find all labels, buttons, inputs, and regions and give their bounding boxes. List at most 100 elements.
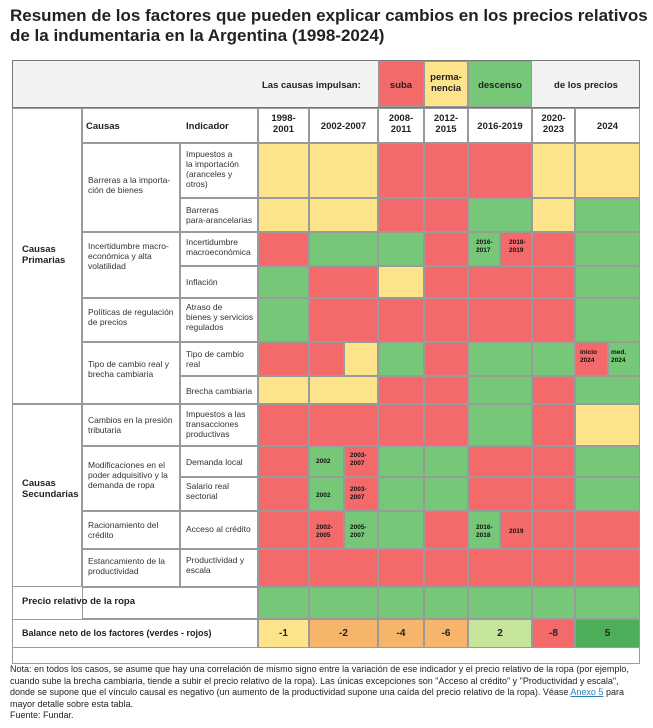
status-cell xyxy=(378,198,424,232)
status-cell xyxy=(258,376,309,404)
status-cell xyxy=(424,511,468,549)
status-cell xyxy=(532,342,575,376)
cause-cell xyxy=(82,404,180,446)
indicator-label: Barreras para-arancelarias xyxy=(186,205,253,225)
cause-cell xyxy=(82,232,180,298)
balance-value: -4 xyxy=(396,628,406,639)
status-cell xyxy=(309,446,344,477)
subperiod-label: 2002 xyxy=(316,492,331,499)
subperiod-label: 2002 xyxy=(316,458,331,465)
subperiod-label: 2016- 2018 xyxy=(476,524,493,539)
period-header-cell xyxy=(309,108,378,143)
cause-cell xyxy=(82,549,180,587)
status-cell xyxy=(532,404,575,446)
status-cell xyxy=(468,342,532,376)
indicator-cell xyxy=(180,446,258,477)
status-cell xyxy=(258,232,309,266)
status-cell xyxy=(575,232,640,266)
status-cell xyxy=(468,266,532,298)
relative-price-label: Precio relativo de la ropa xyxy=(22,596,135,607)
status-cell xyxy=(468,298,532,342)
period-header-cell xyxy=(378,108,424,143)
status-cell xyxy=(378,376,424,404)
status-cell xyxy=(468,549,532,587)
indicator-label: Incertidumbre macroeconómica xyxy=(186,237,251,257)
status-cell xyxy=(309,143,378,198)
balance-cell xyxy=(258,619,309,648)
indicator-header: Indicador xyxy=(186,121,229,132)
period-header-cell xyxy=(424,108,468,143)
status-cell xyxy=(575,446,640,477)
causes-header: Causas xyxy=(86,121,120,132)
status-cell xyxy=(500,232,532,266)
subperiod-label: 2003- 2007 xyxy=(350,452,367,467)
legend-up xyxy=(378,61,424,107)
subperiod-label: 2018- 2019 xyxy=(509,239,526,254)
indicator-label: Salario real sectorial xyxy=(186,481,229,501)
status-cell xyxy=(575,477,640,511)
group-primary: Causas Primarias xyxy=(22,244,66,266)
status-cell xyxy=(309,549,378,587)
balance-cell xyxy=(424,619,468,648)
status-cell xyxy=(575,298,640,342)
status-cell xyxy=(424,342,468,376)
cause-cell xyxy=(82,143,180,232)
status-cell xyxy=(258,549,309,587)
status-cell xyxy=(258,342,309,376)
cause-label: Incertidumbre macro- económica y alta vo… xyxy=(88,241,169,271)
indicator-cell xyxy=(180,511,258,549)
relative-price-cell xyxy=(82,587,258,619)
legend-outro: de los precios xyxy=(554,80,618,91)
status-cell xyxy=(575,404,640,446)
status-cell xyxy=(258,477,309,511)
cause-label: Cambios en la presión tributaria xyxy=(88,415,173,435)
status-cell xyxy=(424,298,468,342)
indicator-label: Atraso de bienes y servicios regulados xyxy=(186,302,254,332)
note-text: Nota: en todos los casos, se asume que h… xyxy=(10,664,629,697)
status-cell xyxy=(424,404,468,446)
period-header: 2002-2007 xyxy=(320,121,367,132)
legend-down xyxy=(468,61,532,107)
status-cell xyxy=(424,446,468,477)
status-cell xyxy=(424,549,468,587)
status-cell xyxy=(258,298,309,342)
legend-stay xyxy=(424,61,468,107)
status-cell xyxy=(378,446,424,477)
indicator-cell xyxy=(180,404,258,446)
status-cell xyxy=(258,198,309,232)
status-cell xyxy=(344,342,378,376)
status-cell xyxy=(378,587,424,619)
status-cell xyxy=(258,511,309,549)
status-cell xyxy=(468,198,532,232)
status-cell xyxy=(309,266,378,298)
balance-cell xyxy=(468,619,532,648)
status-cell xyxy=(500,511,532,549)
status-cell xyxy=(378,549,424,587)
balance-value: -8 xyxy=(549,628,558,639)
period-header: 2024 xyxy=(596,121,619,132)
legend-down-label: descenso xyxy=(478,80,522,91)
legend-stay-label: perma- nencia xyxy=(430,72,462,94)
annex-link[interactable]: Anexo 5 xyxy=(570,687,604,697)
status-cell xyxy=(575,511,640,549)
indicator-cell xyxy=(180,198,258,232)
footnote: Nota: en todos los casos, se asume que h… xyxy=(10,664,646,722)
status-cell xyxy=(468,477,532,511)
status-cell xyxy=(424,266,468,298)
status-cell xyxy=(309,232,378,266)
indicator-cell xyxy=(180,143,258,198)
period-header: 2020- 2023 xyxy=(541,113,566,135)
indicator-cell xyxy=(180,376,258,404)
status-cell xyxy=(575,587,640,619)
indicator-label: Productividad y escala xyxy=(186,555,245,575)
indicator-label: Impuestos a las transacciones productiva… xyxy=(186,409,246,439)
header-causes-cell xyxy=(82,108,258,143)
indicator-label: Tipo de cambio real xyxy=(186,349,244,369)
page-title: Resumen de los factores que pueden expli… xyxy=(10,6,648,45)
status-cell xyxy=(575,549,640,587)
balance-label-cell xyxy=(12,619,258,648)
status-cell xyxy=(424,587,468,619)
status-cell xyxy=(468,376,532,404)
status-cell xyxy=(424,232,468,266)
period-header: 2008- 2011 xyxy=(388,113,414,135)
